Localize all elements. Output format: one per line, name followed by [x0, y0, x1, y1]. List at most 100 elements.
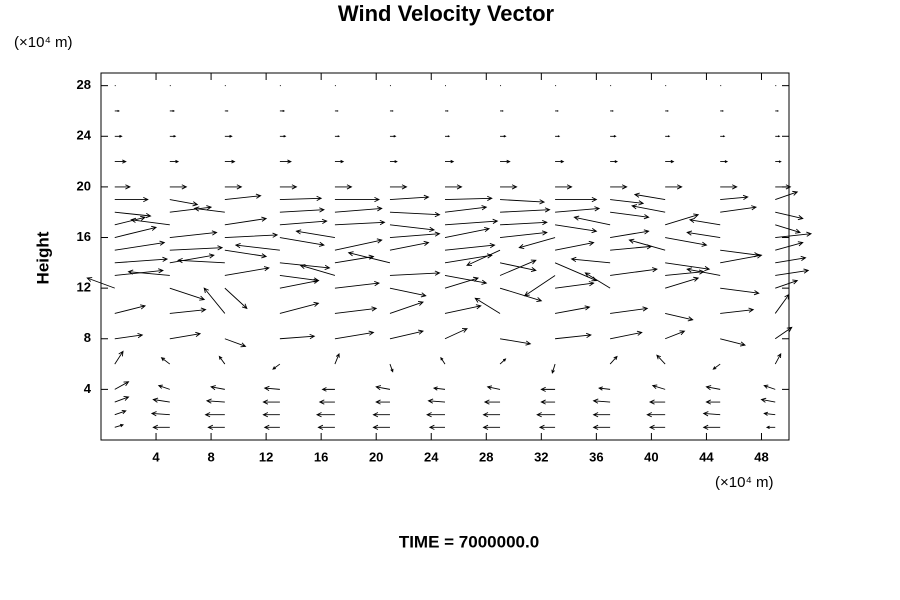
wind-arrow [279, 333, 316, 340]
wind-arrow [389, 231, 441, 238]
wind-arrow [765, 425, 776, 430]
wind-arrow [262, 412, 280, 418]
wind-arrow [169, 230, 218, 238]
wind-arrow [224, 287, 248, 310]
wind-arrow [224, 338, 247, 348]
x-tick-label: 12 [259, 449, 273, 464]
wind-arrow [114, 134, 123, 138]
wind-arrow [317, 424, 335, 430]
wind-arrow [774, 353, 782, 365]
wind-arrow [169, 199, 199, 207]
wind-arrow [665, 276, 700, 289]
y-tick-label: 8 [84, 330, 91, 345]
wind-arrow [130, 217, 170, 226]
wind-arrow [474, 297, 501, 314]
wind-arrow [555, 184, 573, 190]
x-tick-label: 40 [644, 449, 658, 464]
wind-arrow [372, 424, 390, 430]
wind-arrow [169, 205, 213, 213]
wind-arrow [210, 385, 225, 391]
wind-arrow [263, 385, 280, 392]
wind-arrow [610, 211, 650, 220]
wind-arrow [610, 135, 617, 138]
wind-arrow [760, 397, 776, 403]
wind-arrow [500, 184, 518, 190]
wind-arrow [86, 277, 115, 289]
wind-arrow [720, 135, 726, 138]
wind-arrow [279, 262, 331, 271]
wind-arrow [445, 159, 455, 164]
wind-arrow [648, 424, 666, 430]
y-unit-label: (×10⁴ m) [14, 34, 73, 51]
wind-arrow [444, 205, 488, 213]
wind-arrow [169, 135, 177, 138]
wind-arrow [444, 242, 496, 251]
wind-arrow [555, 159, 565, 164]
wind-arrow [554, 240, 595, 251]
x-tick-label: 48 [754, 449, 768, 464]
wind-arrow [169, 287, 206, 301]
wind-arrow [279, 218, 328, 226]
wind-arrow [610, 110, 614, 112]
wind-arrow [389, 329, 424, 340]
wind-arrow [375, 385, 391, 391]
wind-arrow [775, 160, 782, 163]
wind-arrow [114, 240, 166, 251]
wind-arrow [224, 159, 236, 164]
x-tick-label: 36 [589, 449, 603, 464]
wind-arrow [334, 135, 341, 138]
wind-arrow [648, 399, 666, 405]
wind-arrow [774, 326, 793, 340]
y-tick-label: 4 [84, 381, 92, 396]
wind-arrow [720, 205, 758, 213]
x-tick-label: 16 [314, 449, 328, 464]
wind-arrow [554, 262, 598, 282]
wind-arrow [584, 272, 611, 289]
wind-arrow [389, 301, 424, 314]
wind-arrow [720, 249, 760, 258]
wind-arrow [688, 217, 721, 226]
wind-arrow [500, 159, 511, 164]
y-axis-label: Height [33, 231, 52, 284]
wind-arrow [646, 412, 666, 418]
wind-arrow [610, 160, 619, 164]
wind-arrow [207, 424, 225, 430]
wind-arrow [160, 357, 171, 365]
wind-arrow [573, 215, 611, 226]
wind-arrow [279, 135, 287, 138]
wind-arrow [334, 352, 340, 365]
wind-arrow [114, 225, 158, 238]
wind-arrow [389, 194, 430, 201]
wind-arrow [334, 184, 353, 190]
wind-arrow [279, 207, 325, 213]
wind-arrow [720, 110, 724, 112]
wind-arrow [169, 159, 180, 164]
wind-arrow [389, 160, 398, 164]
wind-arrow [518, 237, 556, 249]
wind-arrow [775, 110, 780, 112]
wind-arrow [610, 306, 649, 314]
wind-arrow [203, 287, 226, 314]
wind-arrow [169, 184, 188, 190]
wind-arrow [555, 196, 598, 203]
wind-arrow [389, 224, 436, 232]
wind-arrow [720, 287, 760, 296]
wind-arrow [665, 262, 711, 272]
wind-arrow [389, 270, 441, 276]
wind-arrow [157, 384, 170, 390]
wind-arrow [114, 423, 125, 428]
wind-arrow [334, 306, 378, 314]
wind-arrow [592, 424, 611, 430]
wind-arrow [702, 424, 721, 430]
wind-arrow [775, 279, 799, 289]
wind-arrow [536, 412, 556, 418]
wind-arrow [444, 218, 499, 226]
wind-arrow [486, 385, 501, 390]
x-tick-label: 28 [479, 449, 493, 464]
wind-arrow [169, 253, 215, 264]
y-tick-label: 24 [77, 128, 92, 143]
wind-arrow [114, 184, 131, 190]
wind-arrow [665, 269, 705, 276]
wind-arrow [334, 281, 380, 289]
x-tick-label: 8 [207, 449, 214, 464]
